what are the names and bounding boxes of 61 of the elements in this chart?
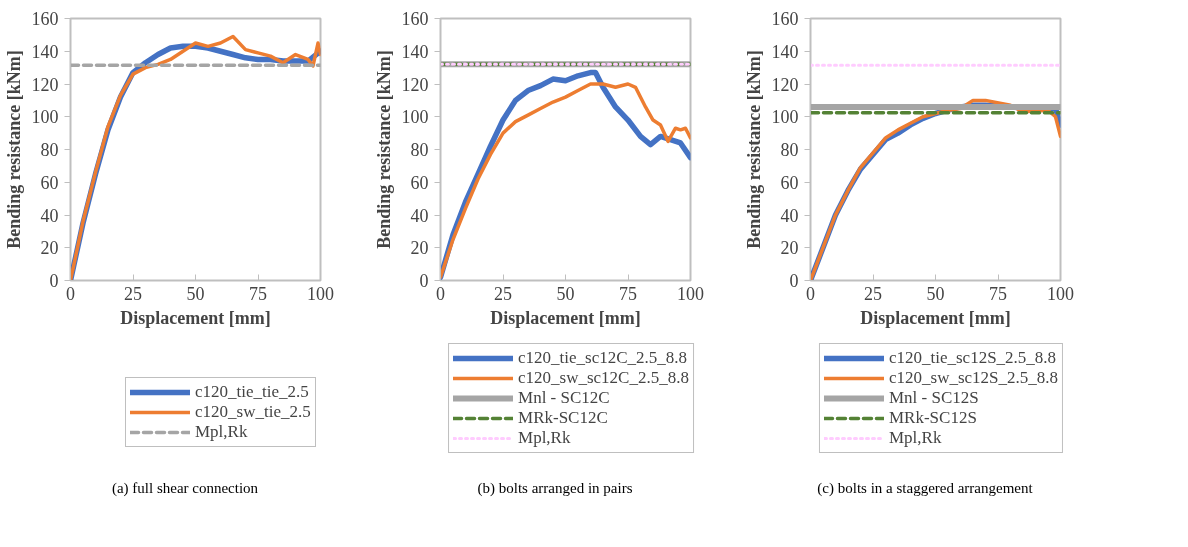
x-tick-label: 0 [806, 283, 815, 304]
y-tick-label: 60 [780, 172, 799, 193]
text: (c) bolts in a staggered arrangement [817, 479, 1033, 498]
y-tick-label: 40 [780, 205, 799, 226]
legend-label: c120_tie_tie_2.5 [195, 382, 309, 402]
y-tick-label: 120 [31, 74, 59, 95]
x-tick-label: 25 [124, 283, 142, 304]
legend-label: MRk-SC12C [518, 407, 608, 428]
legend-label: Mnl - SC12S [888, 387, 979, 408]
y-tick-label: 100 [771, 107, 799, 128]
x-tick-label: 75 [619, 283, 637, 304]
legend-label: c120_tie_sc12C_2.5_8.8 [518, 347, 688, 368]
y-tick-label: 80 [40, 140, 59, 160]
x-tick-label: 100 [307, 283, 334, 304]
x-tick-label: 75 [989, 283, 1007, 304]
y-axis-title: Bending resistance [kNm] [743, 50, 764, 249]
y-tick-label: 100 [401, 107, 429, 128]
x-axis-title: Displacement [mm] [860, 307, 1011, 328]
y-tick-label: 20 [410, 238, 429, 259]
legend-label: MRk-SC12S [888, 407, 977, 428]
y-tick-label: 80 [410, 140, 429, 160]
y-tick-label: 140 [31, 41, 59, 62]
x-tick-label: 100 [677, 283, 704, 304]
y-tick-label: 20 [40, 238, 59, 259]
legend-label: Mnl - SC12C [518, 387, 610, 408]
x-tick-label: 50 [186, 283, 205, 304]
x-tick-label: 50 [556, 283, 575, 304]
y-tick-label: 120 [771, 74, 799, 95]
y-tick-label: 80 [780, 140, 799, 160]
y-tick-label: 40 [410, 205, 429, 226]
y-tick-label: 160 [31, 9, 59, 29]
x-tick-label: 0 [436, 283, 445, 304]
legend-label: c120_sw_sc12C_2.5_8.8 [518, 367, 689, 388]
legend-label: c120_sw_sc12S_2.5_8.8 [888, 367, 1059, 388]
x-tick-label: 100 [1047, 283, 1074, 304]
legend-label: Mpl,Rk [888, 427, 942, 448]
y-axis-title: Bending resistance [kNm] [373, 50, 394, 249]
text: (a) full shear connection [111, 479, 259, 498]
x-tick-label: 75 [249, 283, 267, 304]
y-axis-title: Bending resistance [kNm] [3, 50, 24, 249]
x-tick-label: 50 [926, 283, 945, 304]
y-tick-label: 140 [401, 41, 429, 62]
y-tick-label: 120 [401, 74, 429, 95]
text: (b) bolts arranged in pairs [477, 479, 633, 498]
x-tick-label: 25 [864, 283, 882, 304]
legend-label: Mpl,Rk [518, 427, 571, 448]
y-tick-label: 60 [410, 172, 429, 193]
y-tick-label: 60 [40, 172, 59, 193]
legend-label: Mpl,Rk [195, 422, 248, 442]
x-axis-title: Displacement [mm] [490, 307, 641, 328]
y-tick-label: 160 [401, 9, 429, 29]
y-tick-label: 100 [31, 107, 59, 128]
legend-label: c120_tie_sc12S_2.5_8.8 [888, 347, 1057, 368]
y-tick-label: 20 [780, 238, 799, 259]
y-tick-label: 160 [771, 9, 799, 29]
legend-label: c120_sw_tie_2.5 [195, 402, 311, 422]
y-tick-label: 40 [40, 205, 59, 226]
y-tick-label: 140 [771, 41, 799, 62]
x-tick-label: 0 [66, 283, 75, 304]
x-axis-title: Displacement [mm] [120, 307, 271, 328]
x-tick-label: 25 [494, 283, 512, 304]
